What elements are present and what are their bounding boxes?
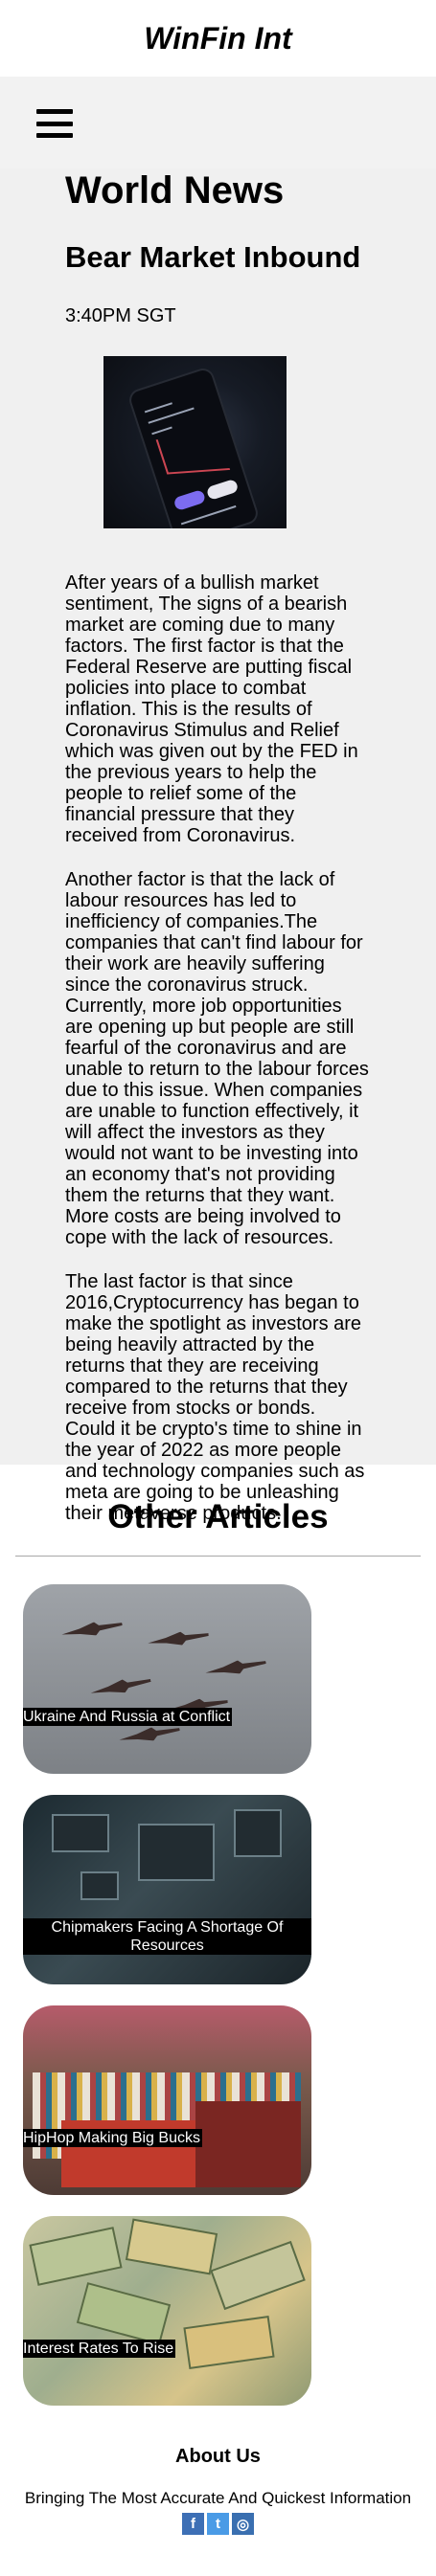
hamburger-menu-icon[interactable] xyxy=(36,109,73,138)
article-title: Bear Market Inbound xyxy=(65,240,361,274)
article-paragraph: After years of a bullish market sentimen… xyxy=(65,572,358,846)
about-us-heading: About Us xyxy=(175,2446,261,2467)
section-heading: World News xyxy=(65,169,285,212)
other-articles-heading: Other Articles xyxy=(107,1498,329,1535)
article-timestamp: 3:40PM SGT xyxy=(65,305,176,326)
site-header: WinFin Int xyxy=(0,0,436,77)
phone-stock-chart-icon xyxy=(126,365,262,528)
site-title[interactable]: WinFin Int xyxy=(144,20,292,56)
article-image xyxy=(103,356,287,528)
navbar xyxy=(0,77,436,168)
main-article: World News Bear Market Inbound 3:40PM SG… xyxy=(0,168,436,1524)
instagram-icon[interactable]: ◎ xyxy=(232,2513,254,2535)
article-card-caption[interactable]: Ukraine And Russia at Conflict xyxy=(23,1708,233,1726)
twitter-icon[interactable]: t xyxy=(207,2513,229,2535)
facebook-icon[interactable]: f xyxy=(182,2513,204,2535)
article-card-chipmakers[interactable]: Chipmakers Facing A Shortage Of Resource… xyxy=(23,1795,311,1984)
article-card-caption[interactable]: HipHop Making Big Bucks xyxy=(23,2129,202,2147)
article-card-caption[interactable]: Chipmakers Facing A Shortage Of Resource… xyxy=(23,1918,311,1955)
article-card-hiphop[interactable]: HipHop Making Big Bucks xyxy=(23,2005,311,2195)
article-paragraph: The last factor is that since 2016,Crypt… xyxy=(65,1271,365,1524)
divider xyxy=(15,1556,421,1557)
article-card-interest-rates[interactable]: Interest Rates To Rise xyxy=(23,2216,311,2406)
article-card-ukraine-russia[interactable]: Ukraine And Russia at Conflict xyxy=(23,1584,311,1774)
article-card-caption[interactable]: Interest Rates To Rise xyxy=(23,2340,176,2358)
article-paragraph: Another factor is that the lack of labou… xyxy=(65,869,369,1248)
footer-tagline: Bringing The Most Accurate And Quickest … xyxy=(24,2489,412,2507)
social-links: f t ◎ xyxy=(0,2513,436,2535)
